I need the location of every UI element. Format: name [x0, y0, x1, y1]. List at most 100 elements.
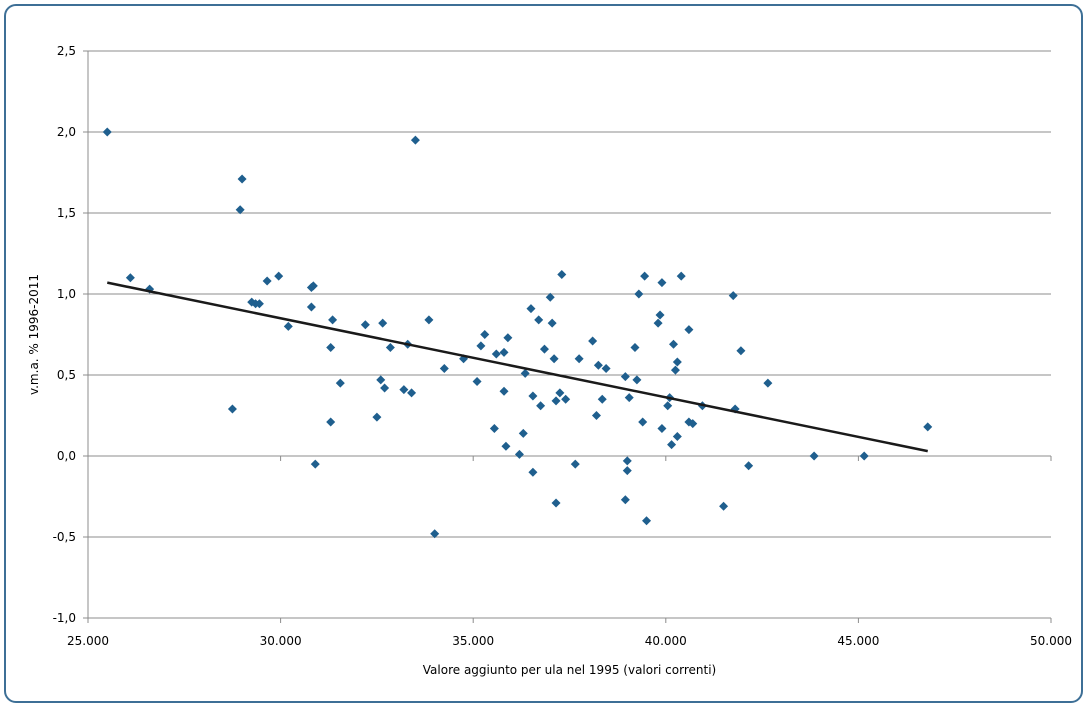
- y-tick-label: -0,5: [53, 530, 76, 544]
- data-point: [424, 315, 434, 325]
- data-point: [642, 516, 652, 526]
- data-point: [593, 360, 603, 370]
- data-point: [102, 127, 112, 137]
- data-point: [588, 336, 598, 346]
- data-point: [501, 441, 511, 451]
- data-point: [489, 423, 499, 433]
- y-tick-label: 1,0: [57, 287, 76, 301]
- data-point: [809, 451, 819, 461]
- data-point: [684, 325, 694, 335]
- data-point: [262, 276, 272, 286]
- data-point: [663, 401, 673, 411]
- data-point: [310, 459, 320, 469]
- data-point: [526, 304, 536, 314]
- x-tick-label: 40.000: [645, 634, 687, 648]
- data-point: [125, 273, 135, 283]
- data-point: [326, 342, 336, 352]
- data-point: [472, 376, 482, 386]
- data-point: [385, 342, 395, 352]
- data-point: [227, 404, 237, 414]
- x-tick-label: 35.000: [452, 634, 494, 648]
- data-point: [547, 318, 557, 328]
- data-point: [620, 372, 630, 382]
- data-point: [503, 333, 513, 343]
- y-axis-title: v.m.a. % 1996-2011: [27, 274, 41, 395]
- data-point: [744, 461, 754, 471]
- y-tick-labels: -1,0 -0,5 0,0 0,5 1,0 1,5 2,0 2,5: [53, 44, 76, 625]
- data-point: [670, 365, 680, 375]
- data-point: [630, 342, 640, 352]
- data-point: [380, 383, 390, 393]
- data-point: [518, 428, 528, 438]
- data-point: [620, 495, 630, 505]
- data-point: [672, 432, 682, 442]
- data-point: [430, 529, 440, 539]
- data-point: [859, 451, 869, 461]
- data-point: [923, 422, 933, 432]
- data-point: [274, 271, 284, 281]
- data-point: [622, 456, 632, 466]
- data-point: [328, 315, 338, 325]
- data-point: [254, 299, 264, 309]
- data-point: [528, 467, 538, 477]
- data-point: [407, 388, 417, 398]
- data-point: [283, 321, 293, 331]
- y-tick-label: 1,5: [57, 206, 76, 220]
- data-point: [399, 385, 409, 395]
- data-point: [688, 419, 698, 429]
- axes: [83, 50, 1052, 623]
- data-point: [499, 347, 509, 357]
- chart-frame: [4, 4, 1083, 703]
- x-tick-label: 50.000: [1030, 634, 1072, 648]
- data-point: [335, 378, 345, 388]
- data-point: [657, 423, 667, 433]
- y-tick-label: 2,0: [57, 125, 76, 139]
- data-point: [736, 346, 746, 356]
- data-point: [574, 354, 584, 364]
- data-point: [539, 344, 549, 354]
- data-point: [570, 459, 580, 469]
- x-tick-label: 25.000: [67, 634, 109, 648]
- data-point: [360, 320, 370, 330]
- data-point: [514, 449, 524, 459]
- data-point: [667, 440, 677, 450]
- data-point: [372, 412, 382, 422]
- data-point: [536, 401, 546, 411]
- data-point: [235, 205, 245, 215]
- data-point: [632, 375, 642, 385]
- data-point: [601, 364, 611, 374]
- data-point: [622, 466, 632, 476]
- data-point: [476, 341, 486, 351]
- data-point: [549, 354, 559, 364]
- data-point: [520, 368, 530, 378]
- data-point: [480, 330, 490, 339]
- data-point: [719, 501, 729, 511]
- data-point: [557, 270, 567, 280]
- data-point: [528, 391, 538, 401]
- data-point: [491, 349, 501, 359]
- data-point: [653, 318, 663, 328]
- data-point: [657, 278, 667, 288]
- grid-lines: [88, 50, 1051, 538]
- data-point: [640, 271, 650, 281]
- data-point: [308, 281, 318, 291]
- data-point: [555, 388, 565, 398]
- data-point: [672, 357, 682, 367]
- y-tick-label: -1,0: [53, 611, 76, 625]
- y-tick-label: 2,5: [57, 44, 76, 58]
- x-tick-labels: 25.000 30.000 35.000 40.000 45.000 50.000: [67, 634, 1072, 648]
- data-point: [655, 310, 665, 320]
- data-point: [499, 386, 509, 396]
- data-point: [551, 498, 561, 508]
- data-point: [561, 394, 571, 404]
- data-point: [676, 271, 686, 281]
- trend-line: [107, 281, 928, 453]
- data-point: [624, 393, 634, 403]
- data-point: [638, 417, 648, 427]
- data-point: [763, 378, 773, 388]
- data-point: [597, 394, 607, 404]
- data-point: [439, 364, 449, 374]
- x-tick-label: 30.000: [260, 634, 302, 648]
- data-points: [102, 127, 933, 539]
